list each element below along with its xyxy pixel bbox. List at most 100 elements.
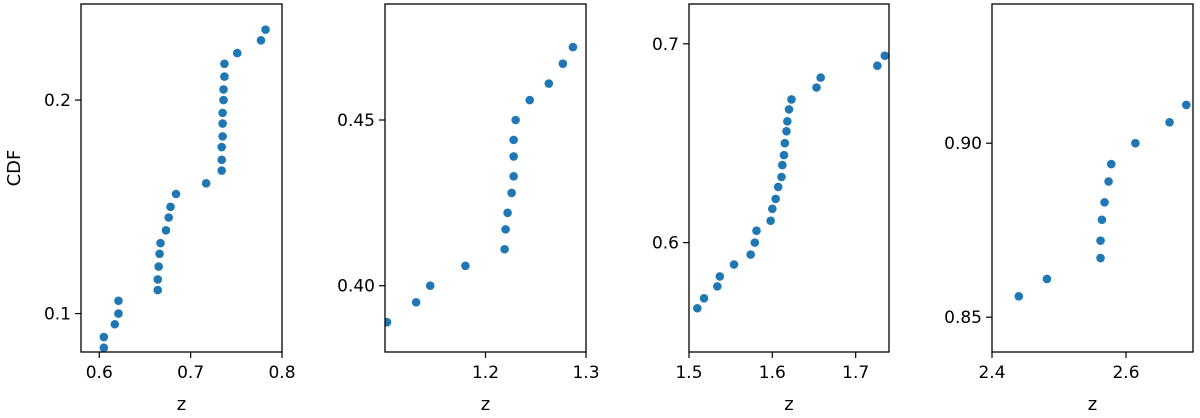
panel-3-point-21 [812, 83, 821, 92]
panel-3-point-23 [873, 61, 882, 70]
panel-2-x-tick-label-2: 1.3 [572, 363, 599, 383]
panel-1-point-23 [219, 85, 228, 94]
panel-1-point-24 [220, 72, 229, 81]
panel-1-points [99, 25, 270, 352]
panel-3-point-14 [778, 160, 787, 170]
panel-2-point-9 [509, 172, 518, 181]
panel-1-x-axis-label: z [177, 394, 186, 415]
panel-3-y-tick-label-2: 0.7 [652, 35, 679, 55]
panel-3-point-7 [750, 238, 760, 247]
panel-2-point-4 [461, 261, 470, 271]
panel-4-point-11 [1182, 100, 1191, 110]
panel-4-point-8 [1106, 159, 1116, 169]
panel-2-point-8 [507, 188, 516, 198]
panel-4-points [1014, 100, 1191, 301]
panel-3-y-tick-label-1: 0.6 [652, 234, 679, 254]
panel-2-point-3 [425, 281, 435, 291]
panel-4-frame [991, 3, 1194, 353]
panel-1-point-11 [161, 226, 171, 235]
panel-2-x-tick-label-1: 1.2 [472, 363, 499, 383]
panel-3-y-ticks: 0.6 0.7 [652, 35, 689, 254]
panel-2-x-axis-label: z [481, 394, 490, 415]
panel-3-point-20 [787, 95, 796, 104]
panel-1-x-tick-label-2: 0.7 [177, 363, 204, 383]
panel-2-point-2 [411, 297, 421, 307]
panel-1-point-16 [217, 166, 226, 175]
panel-4-x-tick-label-2: 2.6 [1112, 363, 1139, 383]
panel-4-point-4 [1096, 236, 1105, 245]
panel-4-y-ticks: 0.85 0.90 [944, 134, 992, 328]
panel-2-point-11 [509, 135, 518, 145]
panel-2-y-tick-label-2: 0.45 [337, 111, 375, 131]
panel-1-x-tick-label-3: 0.8 [268, 363, 295, 383]
panel-2-point-7 [503, 208, 512, 218]
panel-4-y-tick-label-1: 0.85 [944, 308, 982, 328]
panel-1-y-ticks: 0.1 0.2 [44, 91, 81, 325]
panel-4-point-5 [1097, 215, 1107, 225]
panel-4-x-ticks: 2.4 2.6 [978, 352, 1140, 383]
panel-3-point-2 [699, 294, 709, 303]
panel-1-x-ticks: 0.6 0.7 0.8 [86, 352, 296, 383]
panel-1-point-27 [256, 35, 266, 45]
panel-3-point-15 [779, 150, 789, 160]
panel-3-x-ticks: 1.5 1.6 1.7 [675, 352, 869, 383]
panel-3-point-19 [784, 105, 794, 114]
panel-1-point-17 [217, 155, 226, 165]
panel-1-point-5 [114, 296, 123, 306]
panel-1-point-13 [166, 202, 175, 212]
panel-4: 2.4 2.6 0.85 0.90 z [944, 3, 1194, 415]
panel-3-point-18 [783, 117, 792, 126]
panel-3-points [693, 51, 889, 313]
panel-1-point-21 [218, 108, 227, 118]
panel-3-x-tick-label-2: 1.6 [759, 363, 786, 383]
panel-1-point-25 [220, 59, 229, 69]
panel-2-point-1 [385, 317, 392, 327]
panel-3-point-16 [780, 138, 790, 148]
panel-3-x-axis-label: z [784, 394, 793, 415]
panel-1-point-6 [153, 285, 163, 295]
panel-3-point-17 [782, 126, 791, 136]
panel-3-point-1 [693, 303, 702, 313]
panel-2-points [385, 42, 578, 327]
panel-1-frame [80, 3, 283, 353]
panel-2-point-5 [500, 244, 509, 254]
panel-3-point-8 [752, 226, 761, 235]
panel-2-point-13 [525, 95, 535, 105]
panel-3-point-22 [816, 73, 825, 82]
panel-4-y-tick-label-2: 0.90 [944, 134, 982, 154]
panel-2-y-ticks: 0.40 0.45 [337, 111, 385, 297]
panel-1-point-12 [164, 213, 174, 222]
panel-4-point-9 [1131, 138, 1140, 148]
panel-1-point-8 [154, 262, 163, 271]
panel-1-point-9 [155, 249, 164, 259]
panel-3-point-4 [715, 272, 725, 281]
panel-1-point-10 [156, 238, 165, 248]
panel-3-point-6 [746, 250, 755, 259]
panel-1: 0.6 0.7 0.8 0.1 0.2 z CDF [4, 3, 296, 415]
panel-3-frame [688, 3, 890, 353]
panel-4-x-tick-label-1: 2.4 [978, 363, 1005, 383]
panel-4-point-1 [1014, 292, 1024, 301]
panel-2: 1.2 1.3 0.40 0.45 z [337, 3, 600, 415]
panel-3-x-tick-label-3: 1.7 [842, 363, 869, 383]
panel-1-point-19 [218, 132, 227, 141]
panel-4-point-6 [1100, 198, 1109, 207]
panel-2-point-6 [501, 225, 510, 234]
panel-4-point-7 [1104, 177, 1113, 186]
panel-1-point-20 [218, 119, 227, 128]
panel-4-point-3 [1096, 253, 1105, 263]
panel-3-point-12 [773, 182, 783, 192]
panel-2-y-tick-label-1: 0.40 [337, 277, 375, 297]
panel-1-point-14 [171, 189, 181, 199]
panel-2-x-ticks: 1.2 1.3 [472, 352, 600, 383]
panel-1-point-18 [217, 142, 226, 152]
panel-3-point-3 [713, 282, 722, 291]
panel-2-point-12 [511, 115, 520, 125]
panel-1-point-3 [110, 319, 120, 329]
panel-2-point-14 [544, 79, 554, 88]
panel-3-point-10 [768, 204, 777, 214]
panel-3-point-13 [777, 172, 786, 182]
panel-3-x-tick-label-1: 1.5 [675, 363, 702, 383]
panel-1-point-1 [99, 343, 109, 352]
